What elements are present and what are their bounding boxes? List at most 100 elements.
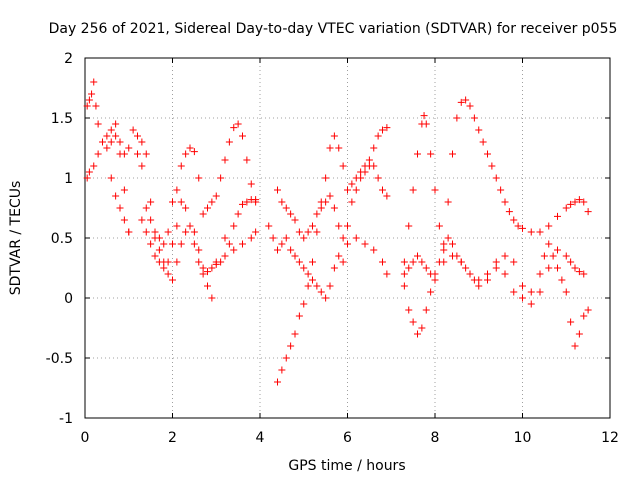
data-point	[103, 144, 111, 152]
data-point	[519, 224, 526, 232]
data-point	[414, 150, 421, 158]
data-point	[335, 222, 343, 230]
data-point	[418, 258, 426, 266]
y-tick-label: 1	[64, 171, 73, 187]
data-point	[116, 204, 124, 212]
data-point	[160, 264, 168, 272]
data-point	[287, 342, 295, 350]
data-point	[457, 98, 465, 106]
data-point	[313, 282, 321, 290]
data-point	[142, 228, 150, 236]
data-point	[125, 144, 133, 152]
data-point	[204, 282, 211, 290]
data-point	[160, 240, 168, 248]
x-tick-label: 4	[256, 430, 265, 446]
data-point	[545, 264, 553, 272]
data-point	[580, 198, 588, 206]
data-point	[379, 186, 386, 194]
data-point	[575, 330, 583, 338]
data-point	[309, 276, 316, 284]
data-point	[580, 270, 588, 278]
data-point	[182, 150, 190, 158]
data-point	[282, 204, 290, 212]
data-point	[330, 132, 338, 140]
data-point	[400, 258, 408, 266]
data-points	[83, 78, 592, 386]
data-point	[300, 300, 308, 308]
data-point	[295, 258, 303, 266]
data-point	[571, 264, 579, 272]
data-point	[335, 252, 343, 260]
data-point	[291, 252, 299, 260]
data-point	[339, 162, 347, 170]
data-point	[230, 124, 238, 132]
data-point	[199, 210, 207, 218]
data-point	[374, 174, 382, 182]
data-point	[527, 300, 535, 308]
data-point	[317, 288, 325, 296]
data-point	[88, 90, 96, 98]
data-point	[514, 222, 522, 230]
data-point	[383, 192, 391, 200]
data-point	[562, 204, 570, 212]
data-point	[112, 132, 120, 140]
axis-ticks: 0 2 4 6 8 10 12 -1 -0.5 0 0.5 1 1.5 2	[46, 51, 619, 446]
data-point	[554, 246, 561, 254]
data-point	[190, 148, 198, 156]
data-point	[186, 144, 194, 152]
chart-title: Day 256 of 2021, Sidereal Day-to-day VTE…	[49, 21, 618, 37]
data-point	[85, 96, 93, 104]
data-point	[562, 288, 570, 296]
data-point	[204, 268, 211, 276]
data-point	[300, 264, 308, 272]
data-point	[449, 240, 456, 248]
data-point	[177, 198, 185, 206]
data-point	[252, 198, 260, 206]
data-point	[138, 138, 146, 146]
data-point	[247, 196, 255, 204]
x-tick-label: 10	[514, 430, 532, 446]
data-point	[422, 306, 430, 314]
data-point	[484, 150, 491, 158]
data-point	[431, 186, 439, 194]
data-point	[379, 258, 386, 266]
data-point	[352, 174, 360, 182]
data-point	[575, 196, 583, 204]
data-point	[208, 294, 216, 302]
y-tick-label: 0	[64, 291, 73, 307]
data-point	[462, 96, 470, 104]
data-point	[190, 228, 198, 236]
data-point	[453, 114, 461, 122]
data-point	[571, 342, 579, 350]
data-point	[282, 354, 290, 362]
data-point	[134, 132, 141, 140]
data-point	[545, 222, 553, 230]
data-point	[420, 112, 428, 120]
data-point	[134, 150, 141, 158]
data-point	[431, 276, 439, 284]
data-point	[83, 174, 91, 182]
data-point	[107, 138, 115, 146]
data-point	[234, 210, 242, 218]
data-point	[221, 156, 229, 164]
data-point	[545, 240, 553, 248]
data-point	[190, 240, 198, 248]
data-point	[92, 102, 100, 110]
data-point	[287, 210, 295, 218]
data-point	[90, 78, 98, 86]
data-point	[540, 252, 548, 260]
data-point	[204, 204, 211, 212]
data-point	[330, 264, 338, 272]
data-point	[278, 198, 286, 206]
data-point	[427, 288, 435, 296]
data-point	[116, 150, 124, 158]
data-point	[269, 234, 277, 242]
data-point	[466, 102, 474, 110]
data-point	[357, 168, 365, 176]
data-point	[291, 216, 299, 224]
data-point	[567, 318, 575, 326]
data-point	[199, 270, 207, 278]
data-point	[151, 252, 159, 260]
data-point	[164, 228, 172, 236]
data-point	[326, 282, 334, 290]
